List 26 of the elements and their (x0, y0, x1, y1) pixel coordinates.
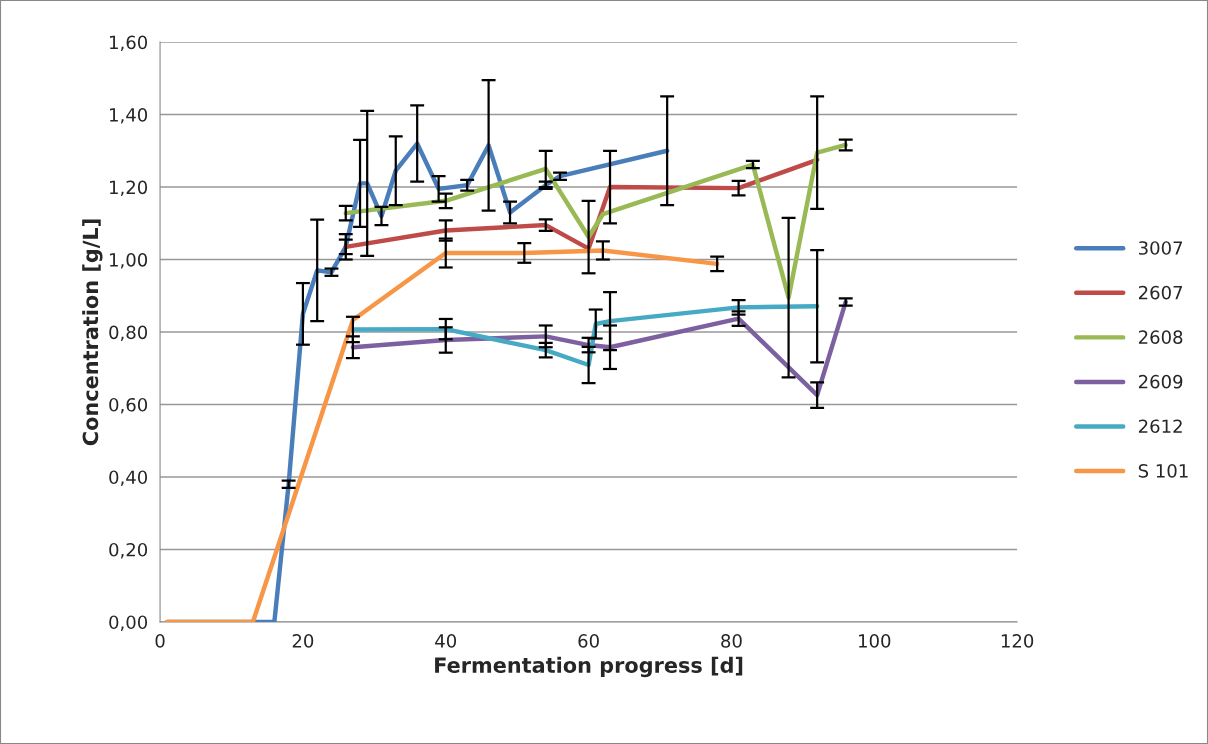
x-tick-label: 60 (578, 634, 599, 648)
y-tick-label: 0,80 (109, 325, 148, 341)
legend-label: 2609 (1138, 374, 1183, 389)
x-tick-label: 80 (721, 634, 742, 648)
line-series (164, 248, 720, 622)
legend-label: S 101 (1138, 463, 1188, 478)
x-tick-label: 100 (859, 634, 891, 648)
x-tick-label: 120 (1001, 634, 1034, 648)
x-tick-label: 0 (155, 634, 165, 648)
line-series (343, 142, 848, 300)
y-tick-label: 1,60 (110, 35, 148, 51)
y-tick-label: 1,40 (110, 107, 148, 124)
y-tick-label: 1,20 (110, 180, 148, 196)
x-tick-label: 40 (435, 634, 457, 648)
y-tick-label: 0,60 (109, 397, 148, 414)
y-tick-label: 0,20 (109, 542, 148, 559)
y-axis-title: Concentration [g/L] (82, 219, 103, 446)
y-tick-label: 0,40 (109, 470, 148, 486)
legend-label: 2612 (1138, 419, 1182, 434)
x-axis-title: Fermentation progress [d] (435, 656, 743, 678)
y-tick-label: 0,00 (109, 615, 148, 631)
legend-label: 3007 (1139, 241, 1183, 255)
y-tick-label: 1,00 (110, 252, 148, 269)
x-tick-label: 20 (292, 634, 314, 648)
legend-label: 2608 (1138, 330, 1183, 344)
legend-label: 2607 (1138, 285, 1183, 300)
